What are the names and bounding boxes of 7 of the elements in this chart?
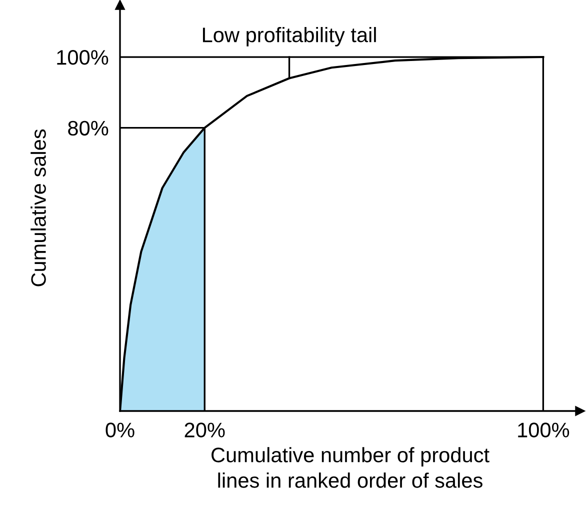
- annotation: Low profitability tail: [202, 26, 376, 46]
- y-axis-title: Cumulative sales: [30, 129, 46, 286]
- x-tick-label: 20%: [184, 422, 225, 438]
- x-tick-label: 0%: [106, 422, 134, 438]
- x-tick-label: 100%: [518, 422, 570, 438]
- x-axis-title: Cumulative number of product lines in ranked order of sales: [212, 447, 490, 488]
- y-tick-label: 80%: [68, 120, 108, 136]
